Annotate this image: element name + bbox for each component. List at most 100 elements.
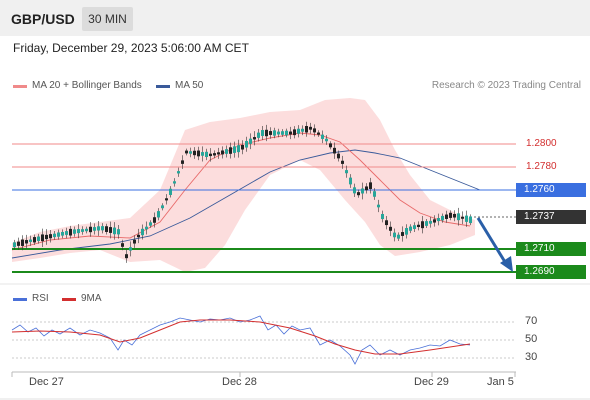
candle-body — [249, 138, 252, 144]
candle-body — [57, 232, 60, 237]
candle-body — [385, 220, 388, 226]
candle-body — [225, 149, 228, 154]
candle-body — [269, 131, 272, 135]
candle-body — [153, 217, 156, 223]
candle-body — [289, 131, 292, 135]
credit-text: Research © 2023 Trading Central — [431, 80, 581, 91]
ma20-line — [11, 132, 471, 251]
candle-body — [377, 204, 380, 208]
candle-body — [277, 131, 280, 135]
candle-body — [437, 218, 440, 222]
candle-body — [165, 198, 168, 201]
candle-body — [101, 226, 104, 231]
ma50-swatch — [156, 85, 170, 88]
candle-body — [461, 216, 464, 219]
x-label-dec27: Dec 27 — [29, 376, 64, 388]
candle-body — [253, 137, 256, 140]
candle-body — [341, 160, 344, 164]
current-tag: 1.2737 — [516, 210, 586, 224]
rsi-ma-line — [11, 319, 471, 355]
candle-body — [421, 221, 424, 229]
candle-body — [177, 171, 180, 174]
pivot-tag: 1.2760 — [516, 183, 586, 197]
candle-body — [453, 213, 456, 218]
candle-body — [97, 226, 100, 231]
candle-body — [65, 231, 68, 235]
candle-body — [469, 216, 472, 224]
candle-body — [81, 229, 84, 232]
candle-body — [149, 222, 152, 226]
candle-body — [221, 150, 224, 155]
rsi-tick-70: 70 — [525, 315, 538, 327]
candle-body — [213, 153, 216, 156]
candle-body — [445, 214, 448, 219]
candle-body — [217, 152, 220, 155]
candles — [13, 121, 472, 263]
x-label-dec28: Dec 28 — [222, 376, 257, 388]
candle-body — [77, 229, 80, 234]
ma20-legend: MA 20 + Bollinger Bands — [32, 80, 142, 91]
candle-body — [233, 146, 236, 153]
candle-body — [393, 232, 396, 238]
candle-body — [189, 151, 192, 154]
timeframe-badge[interactable]: 30 MIN — [82, 7, 133, 31]
candle-body — [105, 226, 108, 232]
candle-body — [73, 229, 76, 234]
candle-body — [125, 254, 128, 259]
candle-body — [141, 228, 144, 236]
candle-body — [357, 192, 360, 196]
rsi-swatch — [13, 298, 27, 301]
candle-body — [121, 243, 124, 247]
candle-body — [389, 226, 392, 231]
candle-body — [133, 239, 136, 244]
candle-body — [293, 129, 296, 136]
candle-body — [441, 215, 444, 221]
ma50-legend: MA 50 — [175, 80, 204, 91]
candle-body — [25, 240, 28, 244]
candle-body — [29, 239, 32, 242]
candle-body — [329, 143, 332, 148]
candle-body — [93, 227, 96, 231]
rsi-tick-50: 50 — [525, 333, 538, 345]
candle-body — [169, 188, 172, 195]
forecast-arrowhead — [500, 256, 513, 272]
candle-body — [41, 234, 44, 242]
r1-label: 1.2800 — [526, 138, 557, 149]
bollinger-band — [12, 98, 475, 272]
candle-body — [117, 229, 120, 235]
candle-body — [401, 232, 404, 236]
candle-body — [381, 214, 384, 220]
candle-body — [285, 130, 288, 136]
s2-tag: 1.2690 — [516, 265, 586, 279]
candle-body — [433, 219, 436, 223]
candle-body — [49, 234, 52, 239]
ma50-line — [11, 149, 481, 259]
candle-body — [417, 224, 420, 228]
candle-body — [397, 234, 400, 239]
date-line: Friday, December 29, 2023 5:06:00 AM CET — [13, 41, 249, 55]
candle-body — [85, 228, 88, 232]
candle-body — [261, 130, 264, 136]
candle-body — [53, 233, 56, 238]
candle-body — [89, 226, 92, 233]
candle-body — [321, 134, 324, 139]
candle-body — [229, 147, 232, 154]
candle-body — [257, 132, 260, 138]
candle-body — [413, 225, 416, 229]
candle-body — [37, 236, 40, 241]
candle-body — [241, 145, 244, 150]
candle-body — [353, 187, 356, 194]
r2-label: 1.2780 — [526, 161, 557, 172]
candle-body — [161, 205, 164, 209]
candle-body — [137, 234, 140, 238]
candle-body — [313, 128, 316, 133]
candle-body — [265, 129, 268, 137]
candle-body — [69, 228, 72, 236]
candle-body — [61, 231, 64, 236]
candle-body — [157, 211, 160, 218]
candle-body — [197, 150, 200, 157]
candle-body — [349, 177, 352, 185]
candle-body — [209, 153, 212, 157]
candle-body — [309, 126, 312, 130]
x-label-dec29: Dec 29 — [414, 376, 449, 388]
